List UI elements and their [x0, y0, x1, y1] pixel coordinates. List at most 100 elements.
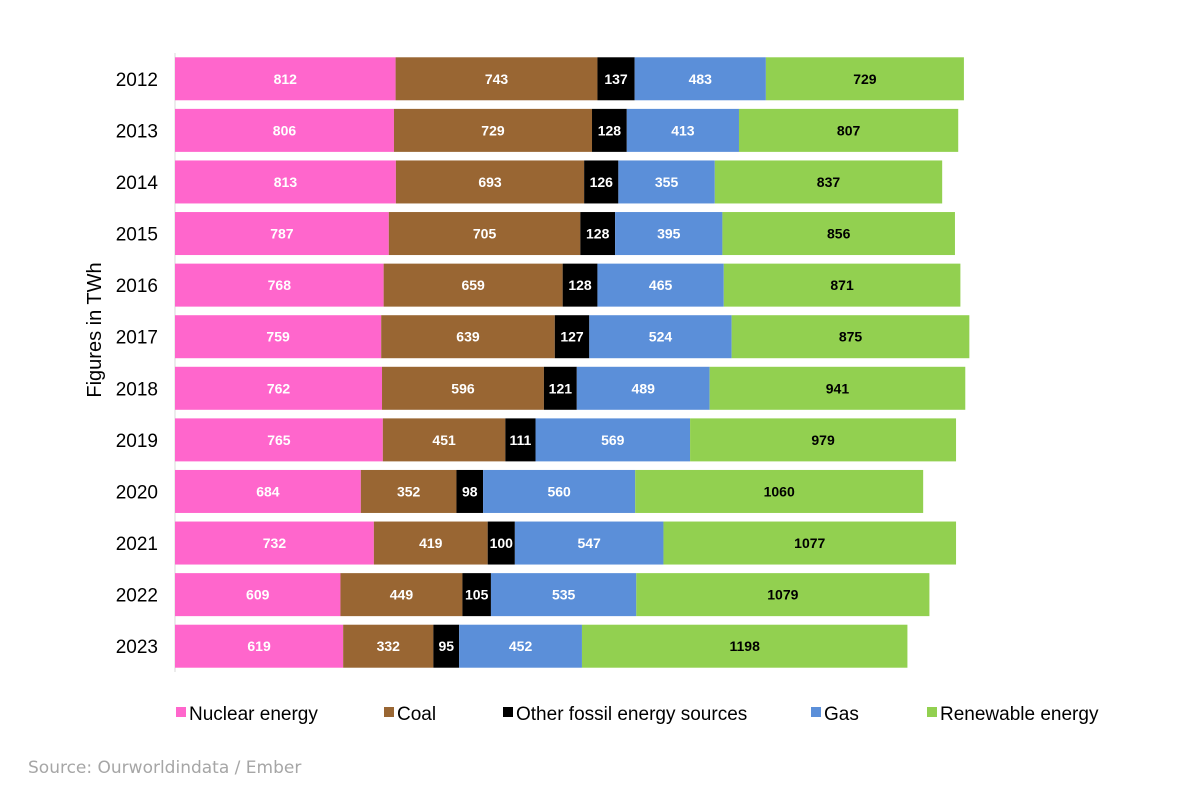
- data-label: 483: [689, 71, 713, 87]
- bar-segment: [456, 469, 484, 513]
- category-label: 2018: [116, 379, 158, 400]
- bar-segment: [584, 160, 619, 204]
- bar-segment: [395, 160, 585, 204]
- source-note: Source: Ourworldindata / Ember: [28, 758, 302, 778]
- bar-segment: [597, 263, 724, 307]
- bar-segment: [731, 315, 970, 359]
- data-label: 732: [263, 535, 287, 551]
- bar-segment: [382, 418, 506, 462]
- data-label: 111: [510, 432, 532, 448]
- data-label: 98: [462, 483, 478, 499]
- data-label: 812: [274, 71, 298, 87]
- category-ticks: 2012 2013 2014 2015 2016 2017 2018 2019 2020 2021…: [116, 70, 159, 658]
- data-label: 449: [390, 587, 414, 603]
- data-label: 979: [811, 432, 835, 448]
- bar-segment: [459, 624, 582, 668]
- data-label: 684: [256, 483, 280, 499]
- data-label: 100: [490, 535, 514, 551]
- data-label: 413: [671, 122, 695, 138]
- bar-segment: [175, 418, 383, 462]
- data-label: 813: [274, 174, 298, 190]
- category-label: 2019: [116, 431, 158, 452]
- bar-segment: [543, 366, 577, 410]
- data-label: 1198: [729, 638, 760, 654]
- data-label: 105: [465, 587, 489, 603]
- bar-segment: [592, 108, 627, 152]
- data-label: 524: [649, 329, 673, 345]
- category-label: 2022: [116, 586, 158, 607]
- data-label: 729: [481, 122, 505, 138]
- data-label: 639: [456, 329, 480, 345]
- bar-segment: [175, 108, 394, 152]
- data-label: 759: [266, 329, 290, 345]
- data-label: 619: [247, 638, 271, 654]
- bar-segment: [580, 212, 616, 256]
- data-label: 128: [568, 277, 592, 293]
- data-label: 137: [604, 71, 628, 87]
- bar-segment: [175, 263, 384, 307]
- bar-segment: [597, 57, 635, 101]
- bar-segment: [576, 366, 710, 410]
- bar-segment: [175, 573, 341, 617]
- data-label: 489: [632, 380, 656, 396]
- bar-segment: [175, 366, 383, 410]
- bar-segment: [615, 212, 723, 256]
- data-label: 1077: [794, 535, 825, 551]
- bar-segment: [738, 108, 959, 152]
- bar-segment: [381, 315, 555, 359]
- y-axis-title: Figures in TWh: [84, 262, 106, 397]
- data-label: 128: [598, 122, 622, 138]
- data-label: 547: [577, 535, 601, 551]
- legend-swatch: [384, 707, 394, 717]
- bar-segment: [393, 108, 592, 152]
- data-label: 352: [397, 483, 421, 499]
- bar-segment: [343, 624, 434, 668]
- bar-segment: [535, 418, 691, 462]
- data-label: 659: [461, 277, 485, 293]
- bar-segment: [690, 418, 957, 462]
- bars-layer: 812 743 137 483 729 806 729 128 413 807 813 693 126 3…: [175, 57, 970, 668]
- data-label: 1079: [767, 587, 798, 603]
- data-label: 560: [547, 483, 571, 499]
- data-label: 1060: [764, 483, 795, 499]
- bar-segment: [581, 624, 908, 668]
- category-label: 2014: [116, 173, 159, 194]
- data-label: 807: [837, 122, 861, 138]
- legend-label[interactable]: Renewable energy: [940, 704, 1099, 725]
- data-label: 729: [853, 71, 877, 87]
- category-label: 2023: [116, 637, 158, 658]
- bar-segment: [175, 624, 344, 668]
- bar-segment: [490, 573, 637, 617]
- legend-label[interactable]: Coal: [397, 704, 436, 725]
- legend[interactable]: Nuclear energy Coal Other fossil energy so…: [176, 704, 1099, 725]
- bar-segment: [395, 57, 598, 101]
- data-label: 768: [268, 277, 292, 293]
- bar-segment: [562, 263, 598, 307]
- legend-label[interactable]: Nuclear energy: [189, 704, 318, 725]
- data-label: 419: [419, 535, 443, 551]
- data-label: 465: [649, 277, 673, 293]
- bar-segment: [382, 366, 544, 410]
- data-label: 535: [552, 587, 576, 603]
- legend-swatch: [176, 707, 186, 717]
- bar-segment: [175, 160, 396, 204]
- bar-segment: [487, 521, 515, 565]
- data-label: 941: [826, 380, 850, 396]
- data-label: 332: [377, 638, 401, 654]
- bar-segment: [175, 212, 389, 256]
- bar-segment: [388, 212, 581, 256]
- data-label: 762: [267, 380, 291, 396]
- bar-segment: [383, 263, 563, 307]
- data-label: 395: [657, 226, 681, 242]
- category-label: 2020: [116, 482, 158, 503]
- bar-segment: [433, 624, 460, 668]
- bar-segment: [514, 521, 664, 565]
- category-label: 2017: [116, 328, 158, 349]
- legend-label[interactable]: Gas: [824, 704, 859, 725]
- data-label: 806: [273, 122, 297, 138]
- bar-segment: [723, 263, 961, 307]
- data-label: 95: [438, 638, 454, 654]
- legend-label[interactable]: Other fossil energy sources: [516, 704, 747, 725]
- bar-segment: [340, 573, 463, 617]
